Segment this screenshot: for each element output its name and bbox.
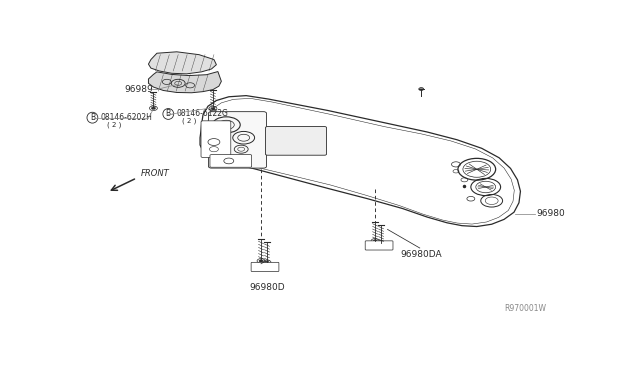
FancyBboxPatch shape	[210, 155, 252, 167]
Circle shape	[419, 87, 424, 90]
Circle shape	[152, 107, 156, 109]
Text: FRONT: FRONT	[141, 169, 169, 178]
Polygon shape	[148, 71, 221, 93]
Circle shape	[211, 108, 215, 110]
Text: 96980DA: 96980DA	[400, 250, 442, 259]
Text: 96989: 96989	[125, 84, 154, 93]
Text: B: B	[90, 113, 95, 122]
FancyBboxPatch shape	[266, 126, 326, 155]
Circle shape	[265, 261, 269, 263]
Circle shape	[373, 240, 377, 242]
Text: 08146-6202H: 08146-6202H	[101, 113, 153, 122]
FancyBboxPatch shape	[209, 112, 266, 168]
FancyBboxPatch shape	[201, 121, 231, 157]
Text: ( 2 ): ( 2 )	[182, 118, 196, 124]
Polygon shape	[148, 52, 216, 74]
Text: 96980: 96980	[536, 209, 565, 218]
Text: R970001W: R970001W	[504, 304, 547, 313]
FancyBboxPatch shape	[365, 241, 393, 250]
Circle shape	[259, 260, 263, 262]
Text: B: B	[166, 109, 171, 118]
FancyBboxPatch shape	[251, 262, 279, 272]
Text: ( 2 ): ( 2 )	[108, 121, 122, 128]
Text: 08146-6122G: 08146-6122G	[177, 109, 228, 118]
Text: 96980D: 96980D	[250, 283, 285, 292]
Polygon shape	[200, 96, 520, 227]
Circle shape	[379, 242, 383, 244]
